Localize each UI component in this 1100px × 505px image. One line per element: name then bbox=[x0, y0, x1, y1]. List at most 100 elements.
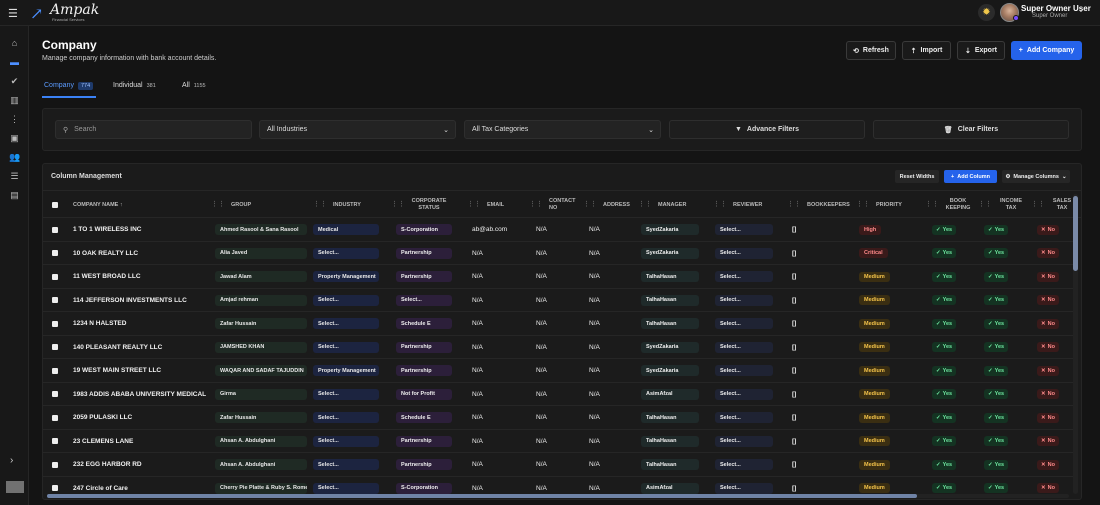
bookkeepers-cell[interactable]: [] bbox=[792, 343, 797, 351]
industry-cell[interactable]: Select... bbox=[313, 312, 379, 335]
group-select[interactable]: Ahsan A. Abdulghani bbox=[215, 435, 307, 447]
company-name[interactable]: 1983 ADDIS ABABA UNIVERSITY MEDICAL bbox=[73, 390, 207, 398]
book-keeping-badge[interactable]: ✓ Yes bbox=[932, 459, 957, 470]
manager-select[interactable]: SyedZakaria bbox=[641, 341, 699, 353]
company-name[interactable]: 247 Circle of Care bbox=[73, 484, 128, 492]
user-name[interactable]: Super Owner User bbox=[1021, 4, 1091, 13]
corporate-status-select[interactable]: S-Corporation bbox=[396, 224, 452, 235]
table-row[interactable]: 23 CLEMENS LANE Ahsan A. Abdulghani Select… bbox=[43, 430, 1075, 453]
priority-cell[interactable]: Medium bbox=[859, 430, 899, 453]
industries-select[interactable]: All Industries ⌄ bbox=[259, 120, 456, 139]
tab-all[interactable]: All 1155 bbox=[182, 82, 206, 89]
reviewer-cell[interactable]: Select... bbox=[715, 289, 773, 312]
drag-handle-icon[interactable]: ⋮⋮ bbox=[856, 200, 870, 208]
corporate-status-cell[interactable]: Schedule E bbox=[396, 312, 452, 335]
priority-cell[interactable]: Medium bbox=[859, 312, 899, 335]
sales-tax-cell[interactable]: ✕ No bbox=[1037, 383, 1067, 406]
company-name[interactable]: 2059 PULASKI LLC bbox=[73, 414, 133, 421]
drag-handle-icon[interactable]: ⋮⋮ bbox=[1031, 200, 1045, 208]
reviewer-cell[interactable]: Select... bbox=[715, 453, 773, 476]
corporate-status-select[interactable]: Select... bbox=[396, 294, 452, 306]
group-cell[interactable]: JAMSHED KHAN bbox=[215, 336, 307, 359]
industry-cell[interactable]: Select... bbox=[313, 242, 379, 265]
sales-tax-badge[interactable]: ✕ No bbox=[1037, 389, 1059, 399]
group-select[interactable]: Alia Javed bbox=[215, 247, 307, 259]
table-row[interactable]: 1234 N HALSTED Zafar Hussain Select... Sche… bbox=[43, 312, 1075, 336]
industry-select[interactable]: Select... bbox=[313, 247, 379, 259]
company-name[interactable]: 19 WEST MAIN STREET LLC bbox=[73, 367, 162, 374]
vertical-scrollbar[interactable] bbox=[1073, 194, 1078, 494]
col-contact-no[interactable]: ⋮⋮ Contact No bbox=[529, 191, 575, 219]
horizontal-scroll-thumb[interactable] bbox=[47, 494, 917, 498]
home-icon[interactable]: ⌂ bbox=[11, 38, 18, 48]
sales-tax-badge[interactable]: ✕ No bbox=[1037, 412, 1059, 423]
priority-badge[interactable]: Medium bbox=[859, 459, 890, 470]
manager-cell[interactable]: TalhaHasan bbox=[641, 406, 699, 429]
manager-cell[interactable]: TalhaHasan bbox=[641, 265, 699, 288]
reviewer-select[interactable]: Select... bbox=[715, 271, 773, 282]
bookkeepers-cell[interactable]: [] bbox=[792, 414, 797, 421]
reviewer-select[interactable]: Select... bbox=[715, 459, 773, 470]
export-button[interactable]: ⇣ Export bbox=[957, 41, 1005, 60]
corporate-status-select[interactable]: S-Corporation bbox=[396, 482, 452, 494]
manage-columns-button[interactable]: ⚙ Manage Columns ⌄ bbox=[1002, 170, 1070, 183]
income-tax-badge[interactable]: ✓ Yes bbox=[984, 248, 1009, 258]
income-tax-badge[interactable]: ✓ Yes bbox=[984, 483, 1009, 493]
reviewer-cell[interactable]: Select... bbox=[715, 312, 773, 335]
manager-select[interactable]: TalhaHasan bbox=[641, 294, 699, 306]
group-cell[interactable]: Alia Javed bbox=[215, 242, 307, 265]
book-keeping-cell[interactable]: ✓ Yes bbox=[932, 477, 966, 500]
industry-select[interactable]: Select... bbox=[313, 388, 379, 400]
industry-select[interactable]: Select... bbox=[313, 482, 379, 494]
reviewer-select[interactable]: Select... bbox=[715, 294, 773, 306]
table-row[interactable]: 19 WEST MAIN STREET LLC WAQAR AND SADAF T… bbox=[43, 359, 1075, 383]
corporate-status-cell[interactable]: Partnership bbox=[396, 336, 452, 359]
book-keeping-cell[interactable]: ✓ Yes bbox=[932, 312, 966, 335]
income-tax-badge[interactable]: ✓ Yes bbox=[984, 389, 1009, 399]
manager-cell[interactable]: TalhaHasan bbox=[641, 453, 699, 476]
manager-select[interactable]: SyedZakaria bbox=[641, 247, 699, 259]
horizontal-scrollbar[interactable] bbox=[47, 494, 1069, 498]
clipboard-icon[interactable]: ▤ bbox=[10, 190, 19, 200]
book-keeping-badge[interactable]: ✓ Yes bbox=[932, 224, 957, 235]
corporate-status-select[interactable]: Schedule E bbox=[396, 318, 452, 329]
reviewer-select[interactable]: Select... bbox=[715, 412, 773, 423]
income-tax-cell[interactable]: ✓ Yes bbox=[984, 242, 1018, 265]
industry-cell[interactable]: Select... bbox=[313, 383, 379, 406]
priority-badge[interactable]: Medium bbox=[859, 271, 890, 282]
manager-cell[interactable]: SyedZakaria bbox=[641, 336, 699, 359]
industry-cell[interactable]: Select... bbox=[313, 336, 379, 359]
sales-tax-badge[interactable]: ✕ No bbox=[1037, 248, 1059, 258]
priority-badge[interactable]: Medium bbox=[859, 389, 890, 399]
reviewer-select[interactable]: Select... bbox=[715, 318, 773, 329]
company-name[interactable]: 114 JEFFERSON INVESTMENTS LLC bbox=[73, 296, 187, 304]
industry-select[interactable]: Property Management bbox=[313, 365, 379, 376]
group-cell[interactable]: Ahmed Rasool & Sana Rasool bbox=[215, 218, 307, 241]
company-name[interactable]: 1 TO 1 WIRELESS INC bbox=[73, 226, 142, 233]
industry-cell[interactable]: Select... bbox=[313, 430, 379, 453]
industry-cell[interactable]: Select... bbox=[313, 406, 379, 429]
priority-badge[interactable]: Medium bbox=[859, 436, 890, 446]
group-cell[interactable]: Jawad Alam bbox=[215, 265, 307, 288]
priority-badge[interactable]: Medium bbox=[859, 342, 890, 352]
priority-badge[interactable]: Medium bbox=[859, 365, 890, 376]
manager-select[interactable]: TalhaHasan bbox=[641, 459, 699, 470]
sales-tax-cell[interactable]: ✕ No bbox=[1037, 406, 1067, 429]
group-select[interactable]: Zafar Hussain bbox=[215, 412, 307, 423]
income-tax-cell[interactable]: ✓ Yes bbox=[984, 406, 1018, 429]
select-all-checkbox[interactable] bbox=[52, 191, 58, 219]
table-row[interactable]: 2059 PULASKI LLC Zafar Hussain Select... Sc… bbox=[43, 406, 1075, 430]
table-row[interactable]: 1 TO 1 WIRELESS INC Ahmed Rasool & Sana R… bbox=[43, 218, 1075, 242]
reviewer-select[interactable]: Select... bbox=[715, 365, 773, 376]
col-bookkeepers[interactable]: ⋮⋮ Bookkeepers bbox=[787, 191, 850, 219]
income-tax-badge[interactable]: ✓ Yes bbox=[984, 459, 1009, 470]
corporate-status-cell[interactable]: Partnership bbox=[396, 359, 452, 382]
priority-cell[interactable]: Medium bbox=[859, 265, 899, 288]
group-cell[interactable]: Ahsan A. Abdulghani bbox=[215, 430, 307, 453]
col-company-name[interactable]: Company Name ↑ bbox=[73, 191, 198, 219]
sales-tax-badge[interactable]: ✕ No bbox=[1037, 436, 1059, 446]
corporate-status-cell[interactable]: Not for Profit bbox=[396, 383, 452, 406]
corporate-status-select[interactable]: Schedule E bbox=[396, 412, 452, 423]
book-keeping-cell[interactable]: ✓ Yes bbox=[932, 242, 966, 265]
priority-badge[interactable]: Medium bbox=[859, 483, 890, 493]
